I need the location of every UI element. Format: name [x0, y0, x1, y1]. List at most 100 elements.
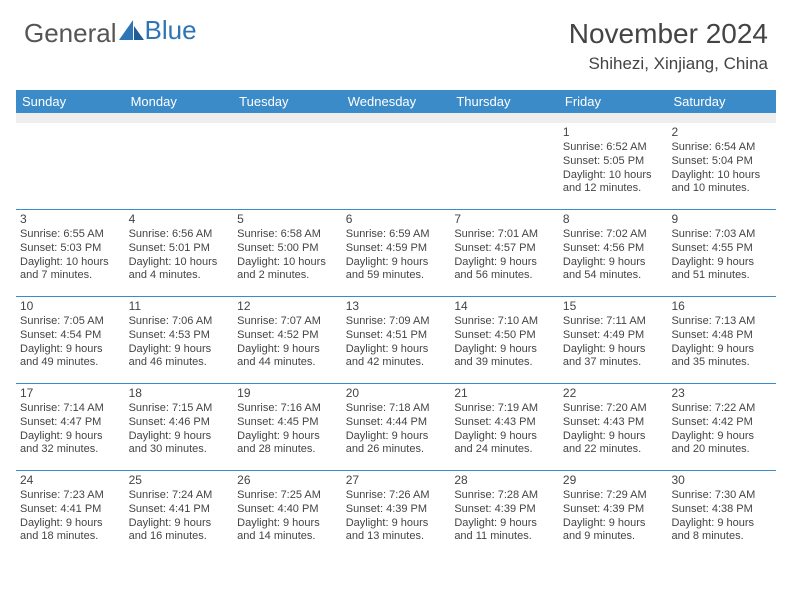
daylight-line-2: and 16 minutes.	[129, 530, 230, 544]
daylight-line-1: Daylight: 9 hours	[671, 517, 772, 531]
week-row: 17Sunrise: 7:14 AMSunset: 4:47 PMDayligh…	[16, 383, 776, 470]
day-cell: 24Sunrise: 7:23 AMSunset: 4:41 PMDayligh…	[16, 471, 125, 557]
daylight-line-2: and 30 minutes.	[129, 443, 230, 457]
sunset-line: Sunset: 4:59 PM	[346, 242, 447, 256]
sunset-line: Sunset: 4:39 PM	[563, 503, 664, 517]
daylight-line-1: Daylight: 9 hours	[237, 430, 338, 444]
sunset-line: Sunset: 4:49 PM	[563, 329, 664, 343]
daylight-line-1: Daylight: 9 hours	[454, 343, 555, 357]
sunset-line: Sunset: 4:39 PM	[454, 503, 555, 517]
daylight-line-2: and 10 minutes.	[671, 182, 772, 196]
day-number: 5	[237, 212, 338, 227]
week-row: 10Sunrise: 7:05 AMSunset: 4:54 PMDayligh…	[16, 296, 776, 383]
sunrise-line: Sunrise: 7:16 AM	[237, 402, 338, 416]
daylight-line-2: and 7 minutes.	[20, 269, 121, 283]
daylight-line-1: Daylight: 9 hours	[346, 256, 447, 270]
day-number: 1	[563, 125, 664, 140]
day-cell: 21Sunrise: 7:19 AMSunset: 4:43 PMDayligh…	[450, 384, 559, 470]
logo-text-general: General	[24, 18, 117, 49]
day-number: 10	[20, 299, 121, 314]
daylight-line-2: and 49 minutes.	[20, 356, 121, 370]
daylight-line-1: Daylight: 9 hours	[20, 343, 121, 357]
day-number: 27	[346, 473, 447, 488]
day-cell: 26Sunrise: 7:25 AMSunset: 4:40 PMDayligh…	[233, 471, 342, 557]
sunset-line: Sunset: 4:40 PM	[237, 503, 338, 517]
sunset-line: Sunset: 5:04 PM	[671, 155, 772, 169]
day-cell: 3Sunrise: 6:55 AMSunset: 5:03 PMDaylight…	[16, 210, 125, 296]
daylight-line-1: Daylight: 9 hours	[563, 256, 664, 270]
day-header: Sunday	[16, 90, 125, 113]
sunrise-line: Sunrise: 7:24 AM	[129, 489, 230, 503]
daylight-line-2: and 39 minutes.	[454, 356, 555, 370]
sunrise-line: Sunrise: 7:19 AM	[454, 402, 555, 416]
day-number: 24	[20, 473, 121, 488]
day-cell: 20Sunrise: 7:18 AMSunset: 4:44 PMDayligh…	[342, 384, 451, 470]
daylight-line-1: Daylight: 9 hours	[454, 256, 555, 270]
sunset-line: Sunset: 4:43 PM	[454, 416, 555, 430]
day-cell	[125, 123, 234, 209]
sunset-line: Sunset: 4:45 PM	[237, 416, 338, 430]
daylight-line-1: Daylight: 9 hours	[454, 430, 555, 444]
sunrise-line: Sunrise: 6:52 AM	[563, 141, 664, 155]
sunrise-line: Sunrise: 7:09 AM	[346, 315, 447, 329]
sunrise-line: Sunrise: 7:14 AM	[20, 402, 121, 416]
daylight-line-2: and 20 minutes.	[671, 443, 772, 457]
daylight-line-2: and 18 minutes.	[20, 530, 121, 544]
day-number: 23	[671, 386, 772, 401]
day-number: 22	[563, 386, 664, 401]
daylight-line-2: and 35 minutes.	[671, 356, 772, 370]
day-number: 9	[671, 212, 772, 227]
day-number: 26	[237, 473, 338, 488]
day-number: 20	[346, 386, 447, 401]
day-number: 12	[237, 299, 338, 314]
day-cell: 7Sunrise: 7:01 AMSunset: 4:57 PMDaylight…	[450, 210, 559, 296]
day-number: 28	[454, 473, 555, 488]
sunrise-line: Sunrise: 7:20 AM	[563, 402, 664, 416]
week-row: 3Sunrise: 6:55 AMSunset: 5:03 PMDaylight…	[16, 209, 776, 296]
logo: General Blue	[24, 18, 197, 49]
day-number: 8	[563, 212, 664, 227]
title-box: November 2024 Shihezi, Xinjiang, China	[569, 18, 768, 74]
daylight-line-1: Daylight: 10 hours	[20, 256, 121, 270]
daylight-line-2: and 59 minutes.	[346, 269, 447, 283]
daylight-line-2: and 2 minutes.	[237, 269, 338, 283]
sunset-line: Sunset: 4:52 PM	[237, 329, 338, 343]
daylight-line-1: Daylight: 9 hours	[129, 517, 230, 531]
sunrise-line: Sunrise: 7:30 AM	[671, 489, 772, 503]
day-cell: 15Sunrise: 7:11 AMSunset: 4:49 PMDayligh…	[559, 297, 668, 383]
sunrise-line: Sunrise: 6:59 AM	[346, 228, 447, 242]
daylight-line-1: Daylight: 9 hours	[563, 430, 664, 444]
daylight-line-2: and 26 minutes.	[346, 443, 447, 457]
day-number: 13	[346, 299, 447, 314]
sunrise-line: Sunrise: 6:55 AM	[20, 228, 121, 242]
sunset-line: Sunset: 4:57 PM	[454, 242, 555, 256]
sunset-line: Sunset: 5:05 PM	[563, 155, 664, 169]
day-cell: 10Sunrise: 7:05 AMSunset: 4:54 PMDayligh…	[16, 297, 125, 383]
daylight-line-1: Daylight: 9 hours	[563, 343, 664, 357]
sunrise-line: Sunrise: 6:58 AM	[237, 228, 338, 242]
sunset-line: Sunset: 4:47 PM	[20, 416, 121, 430]
day-header-row: SundayMondayTuesdayWednesdayThursdayFrid…	[16, 90, 776, 113]
sunrise-line: Sunrise: 7:07 AM	[237, 315, 338, 329]
daylight-line-2: and 9 minutes.	[563, 530, 664, 544]
day-number: 30	[671, 473, 772, 488]
sunrise-line: Sunrise: 7:01 AM	[454, 228, 555, 242]
daylight-line-2: and 11 minutes.	[454, 530, 555, 544]
day-cell	[233, 123, 342, 209]
day-cell: 23Sunrise: 7:22 AMSunset: 4:42 PMDayligh…	[667, 384, 776, 470]
sunrise-line: Sunrise: 7:10 AM	[454, 315, 555, 329]
daylight-line-2: and 28 minutes.	[237, 443, 338, 457]
sunrise-line: Sunrise: 7:13 AM	[671, 315, 772, 329]
header: General Blue November 2024 Shihezi, Xinj…	[0, 0, 792, 82]
day-header: Saturday	[667, 90, 776, 113]
daylight-line-2: and 13 minutes.	[346, 530, 447, 544]
day-cell: 18Sunrise: 7:15 AMSunset: 4:46 PMDayligh…	[125, 384, 234, 470]
day-header: Monday	[125, 90, 234, 113]
daylight-line-1: Daylight: 9 hours	[346, 430, 447, 444]
sunrise-line: Sunrise: 7:03 AM	[671, 228, 772, 242]
day-cell: 9Sunrise: 7:03 AMSunset: 4:55 PMDaylight…	[667, 210, 776, 296]
day-cell: 27Sunrise: 7:26 AMSunset: 4:39 PMDayligh…	[342, 471, 451, 557]
sunset-line: Sunset: 4:53 PM	[129, 329, 230, 343]
day-number: 16	[671, 299, 772, 314]
daylight-line-1: Daylight: 9 hours	[671, 430, 772, 444]
